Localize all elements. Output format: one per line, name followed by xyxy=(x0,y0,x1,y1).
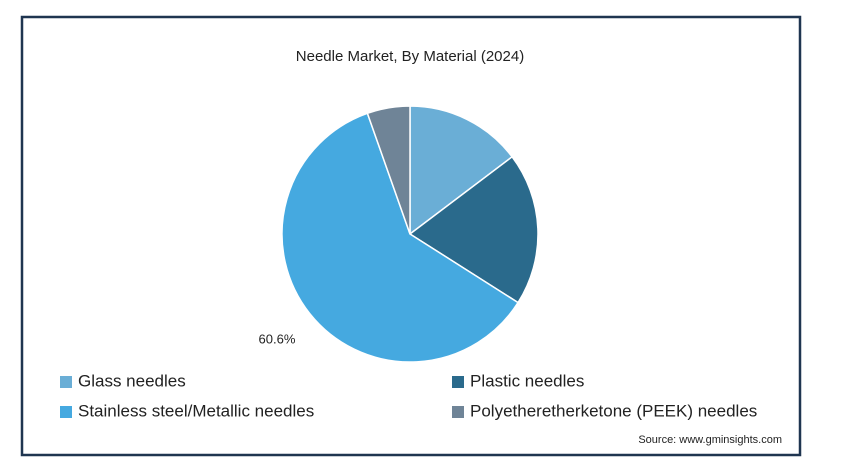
legend-label: Plastic needles xyxy=(470,371,584,390)
legend-label: Polyetheretherketone (PEEK) needles xyxy=(470,401,757,420)
legend-swatch xyxy=(452,376,464,388)
legend-swatch xyxy=(60,406,72,418)
legend-label: Glass needles xyxy=(78,371,186,390)
legend-swatch xyxy=(60,376,72,388)
pie-slice xyxy=(281,112,520,363)
chart-title: Needle Market, By Material (2024) xyxy=(296,48,524,65)
pie-slice xyxy=(408,155,539,304)
pie-slice xyxy=(409,105,514,236)
source-note: Source: www.gminsights.com xyxy=(638,434,782,446)
legend-label: Stainless steel/Metallic needles xyxy=(78,401,314,420)
pie-slice xyxy=(366,105,411,235)
data-label: 60.6% xyxy=(259,331,296,346)
legend-swatch xyxy=(452,406,464,418)
